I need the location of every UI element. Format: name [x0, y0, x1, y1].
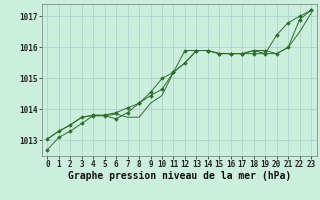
- X-axis label: Graphe pression niveau de la mer (hPa): Graphe pression niveau de la mer (hPa): [68, 171, 291, 181]
